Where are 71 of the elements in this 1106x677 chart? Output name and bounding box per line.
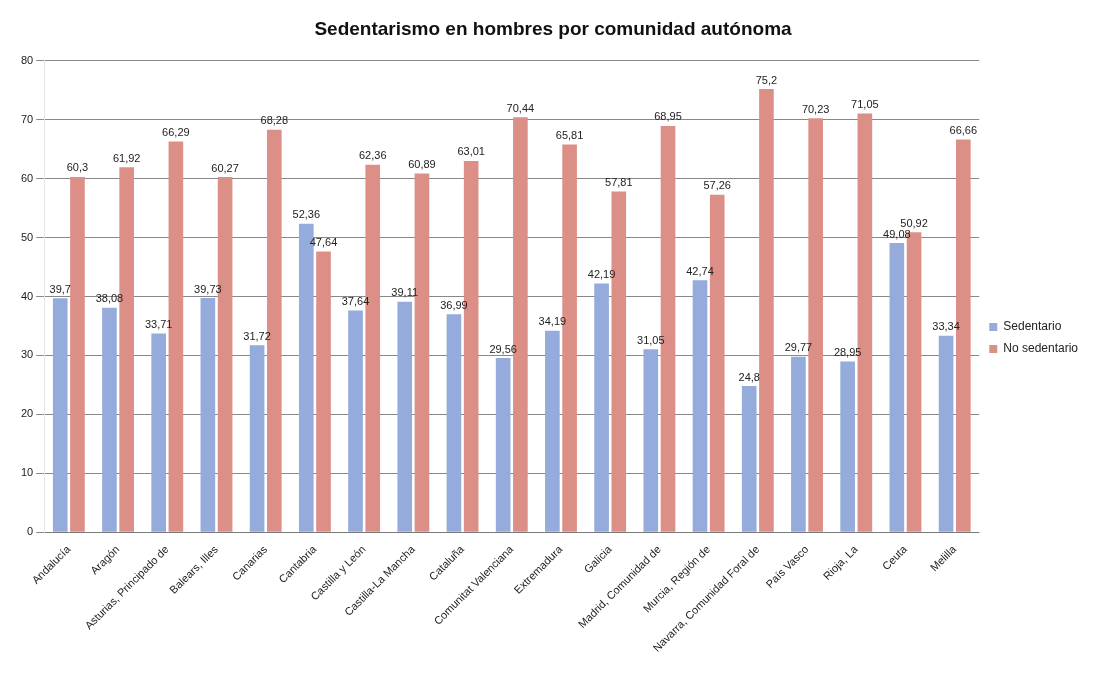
data-label: 34,19 [538, 315, 567, 328]
data-label: 66,29 [162, 126, 190, 139]
y-tick-label: 0 [27, 525, 34, 538]
legend-label: No sedentario [1003, 341, 1079, 356]
bar [397, 301, 413, 532]
bar [200, 298, 216, 532]
legend-label: Sedentario [1003, 319, 1062, 334]
data-label: 68,95 [654, 110, 682, 123]
data-label: 37,64 [341, 294, 370, 307]
data-label: 68,28 [260, 114, 289, 127]
bar [52, 298, 68, 532]
data-label: 36,99 [440, 298, 468, 311]
bar [938, 335, 954, 532]
bar [643, 349, 659, 532]
y-tick-label: 80 [20, 53, 34, 66]
data-label: 29,56 [489, 342, 517, 355]
data-label: 31,05 [637, 333, 665, 346]
data-label: 75,2 [755, 73, 778, 86]
data-label: 39,7 [49, 282, 71, 295]
data-label: 33,71 [144, 318, 173, 331]
y-tick-label: 60 [20, 171, 34, 184]
y-tick-label: 70 [20, 112, 34, 125]
bar [316, 251, 331, 532]
data-label: 39,73 [194, 282, 222, 295]
bar [741, 386, 757, 532]
data-label: 24,8 [738, 370, 760, 383]
data-label: 62,36 [358, 149, 387, 162]
bar [446, 314, 462, 532]
bar [495, 358, 511, 532]
data-label: 61,92 [112, 151, 141, 164]
data-label: 50,92 [900, 216, 928, 229]
data-label: 49,08 [883, 227, 911, 240]
data-label: 57,81 [605, 176, 633, 189]
bar [759, 89, 774, 532]
y-tick-label: 40 [20, 289, 34, 302]
y-tick-label: 50 [20, 230, 34, 243]
data-label: 42,74 [686, 264, 714, 277]
data-label: 38,08 [95, 292, 124, 305]
bar [840, 361, 855, 532]
data-label: 65,81 [555, 128, 584, 141]
bar [545, 330, 560, 532]
data-label: 71,05 [851, 98, 879, 111]
bar [102, 307, 117, 532]
y-tick-label: 10 [20, 466, 34, 479]
data-label: 70,23 [801, 102, 830, 115]
data-label: 33,34 [932, 320, 960, 333]
data-label: 60,89 [408, 157, 436, 170]
data-label: 28,95 [833, 346, 862, 359]
bar [348, 310, 363, 532]
data-label: 29,77 [784, 341, 813, 354]
data-label: 31,72 [243, 329, 271, 342]
data-label: 60,27 [211, 161, 239, 174]
bar [791, 356, 806, 532]
data-label: 47,64 [309, 236, 338, 249]
bar [692, 280, 708, 532]
bar [889, 243, 905, 532]
bar [594, 283, 609, 532]
data-label: 63,01 [457, 145, 485, 158]
data-label: 39,11 [391, 286, 419, 299]
data-label: 66,66 [949, 123, 978, 136]
data-label: 70,44 [506, 101, 535, 114]
data-label: 42,19 [587, 268, 616, 281]
data-label: 57,26 [703, 179, 731, 192]
bar [151, 333, 166, 532]
data-label: 60,3 [66, 161, 89, 174]
y-tick-label: 20 [20, 407, 34, 420]
y-tick-label: 30 [20, 348, 34, 361]
data-label: 52,36 [292, 208, 321, 221]
bar [249, 345, 265, 532]
chart-title: Sedentarismo en hombres por comunidad autónoma [314, 17, 793, 39]
bar [70, 176, 85, 532]
